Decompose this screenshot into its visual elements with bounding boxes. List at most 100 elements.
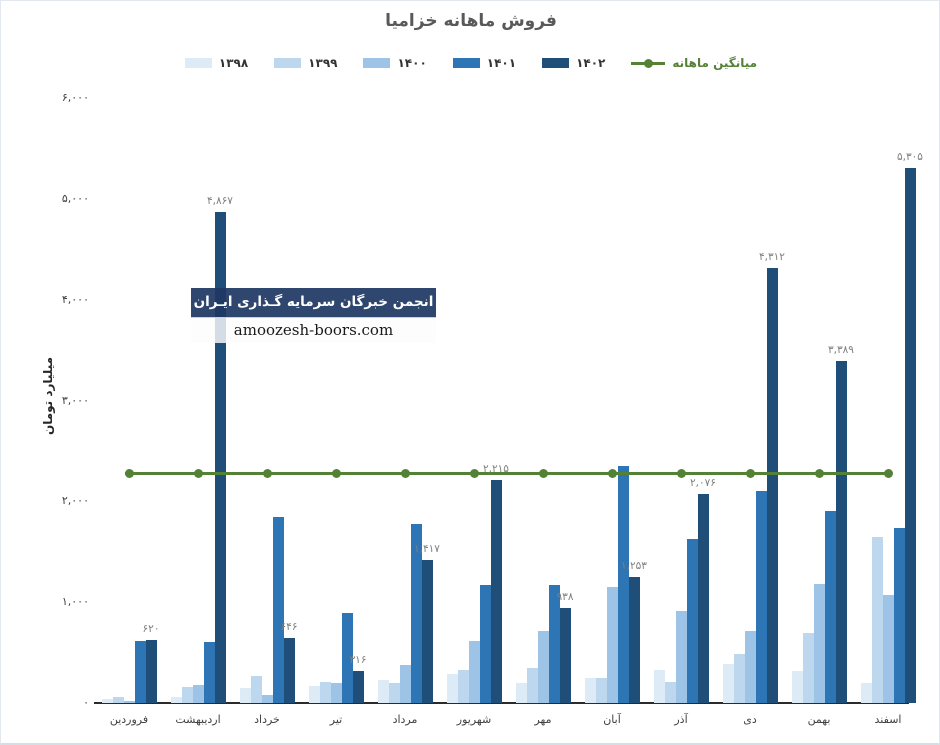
y-tick-label: ۱,۰۰۰ — [61, 595, 89, 609]
bar-۱۳۹۹-اردیبهشت — [181, 687, 193, 703]
bar-۱۴۰۱-اسفند — [893, 528, 905, 703]
bar-۱۳۹۹-مرداد — [388, 683, 400, 703]
y-tick-label: ۶,۰۰۰ — [61, 91, 89, 104]
data-label: ۳۱۶ — [349, 654, 367, 667]
x-category-label: خرداد — [254, 713, 280, 726]
bar-۱۴۰۰-مرداد — [399, 665, 411, 703]
data-label: ۵,۳۰۵ — [897, 151, 923, 164]
bar-۱۳۹۸-بهمن — [791, 671, 803, 703]
bar-۱۳۹۹-بهمن — [802, 633, 814, 703]
bar-۱۴۰۱-مرداد — [410, 524, 422, 703]
x-category-label: مرداد — [392, 713, 418, 726]
legend-item-label: ۱۴۰۲ — [576, 56, 606, 70]
data-label: ۳,۳۸۹ — [828, 344, 854, 357]
bar-۱۴۰۲-خرداد — [283, 638, 295, 703]
bar-۱۴۰۱-آبان — [617, 466, 629, 703]
watermark-website-text: amoozesh-boors.com — [191, 317, 436, 343]
bar-۱۳۹۹-اسفند — [871, 537, 883, 703]
bar-۱۴۰۰-اسفند — [882, 595, 894, 703]
bar-۱۴۰۰-آذر — [675, 611, 687, 703]
average-marker-icon — [644, 58, 654, 68]
bar-۱۴۰۲-دی — [766, 268, 778, 703]
bar-۱۳۹۹-دی — [733, 654, 745, 703]
watermark: انجمن خبرگان سرمایه گـذاری ایـران amooze… — [191, 288, 436, 343]
x-category-label: تیر — [329, 713, 343, 726]
bar-۱۴۰۰-اردیبهشت — [192, 685, 204, 703]
legend-average-label: میانگین ماهانه — [672, 56, 758, 70]
data-label: ۴,۳۱۲ — [759, 251, 785, 264]
x-category-label: اردیبهشت — [175, 713, 221, 726]
data-label: ۹۳۸ — [556, 591, 574, 604]
average-line-marker — [193, 468, 203, 478]
x-category-label: دی — [743, 713, 757, 726]
average-line-marker — [469, 468, 479, 478]
bar-۱۳۹۹-مهر — [526, 668, 538, 703]
legend-swatch-icon — [274, 58, 302, 68]
average-line-legend-icon — [631, 58, 666, 68]
legend-swatch-icon — [363, 58, 391, 68]
bar-۱۴۰۲-اردیبهشت — [214, 212, 226, 703]
x-category-label: آذر — [674, 713, 688, 726]
legend-swatch-icon — [542, 58, 570, 68]
average-line-marker — [676, 468, 686, 478]
bar-۱۴۰۲-آبان — [628, 577, 640, 703]
bar-۱۴۰۲-مهر — [559, 608, 571, 703]
data-label: ۶۲۰ — [142, 623, 160, 636]
legend-item-average: میانگین ماهانه — [631, 56, 757, 70]
bar-۱۳۹۹-تیر — [319, 682, 331, 703]
average-line — [125, 471, 892, 475]
bar-۱۳۹۸-اسفند — [860, 683, 872, 703]
bar-۱۴۰۲-بهمن — [835, 361, 847, 703]
x-axis-line — [94, 702, 909, 704]
legend-item-۱۳۹۸: ۱۳۹۸ — [184, 56, 248, 70]
bar-۱۳۹۹-آبان — [595, 678, 607, 703]
bar-۱۳۹۸-فروردین — [101, 699, 113, 703]
legend-item-۱۴۰۰: ۱۴۰۰ — [363, 56, 427, 70]
bar-۱۳۹۸-تیر — [308, 686, 320, 703]
bar-۱۳۹۸-آذر — [653, 670, 665, 703]
bar-۱۳۹۹-خرداد — [250, 676, 262, 703]
average-line-marker — [262, 468, 272, 478]
bar-۱۴۰۰-فروردین — [123, 701, 135, 703]
bar-۱۴۰۰-آبان — [606, 587, 618, 703]
bar-۱۴۰۱-تیر — [341, 613, 353, 703]
bar-۱۴۰۱-بهمن — [824, 511, 836, 703]
legend-item-label: ۱۴۰۰ — [397, 56, 427, 70]
x-category-label: مهر — [534, 713, 552, 726]
average-line-marker — [400, 468, 410, 478]
bar-۱۳۹۸-دی — [722, 664, 734, 703]
bar-۱۴۰۰-دی — [744, 631, 756, 703]
bar-۱۴۰۲-آذر — [697, 494, 709, 703]
y-axis-title: میلیارد تومان — [41, 356, 55, 436]
average-line-marker — [814, 468, 824, 478]
data-label: ۶۴۶ — [280, 620, 298, 633]
average-line-marker — [538, 468, 548, 478]
legend-item-۱۳۹۹: ۱۳۹۹ — [274, 56, 337, 70]
bar-۱۴۰۰-خرداد — [261, 695, 273, 703]
bar-۱۴۰۰-بهمن — [813, 584, 825, 703]
bar-۱۳۹۸-مهر — [515, 683, 527, 703]
data-label: ۴,۸۶۷ — [207, 195, 233, 208]
bar-۱۴۰۲-تیر — [352, 671, 364, 703]
x-category-label: فروردین — [109, 713, 149, 726]
average-line-marker — [883, 468, 893, 478]
bar-۱۳۹۹-شهریور — [457, 670, 469, 703]
average-line-marker — [331, 468, 341, 478]
average-line-marker — [745, 468, 755, 478]
bar-۱۴۰۱-مهر — [548, 585, 560, 703]
legend-item-۱۴۰۱: ۱۴۰۱ — [452, 56, 516, 70]
bar-۱۴۰۱-شهریور — [479, 585, 491, 703]
bar-۱۴۰۱-آذر — [686, 539, 698, 703]
bar-۱۴۰۰-مهر — [537, 631, 549, 703]
x-category-label: شهریور — [456, 713, 492, 726]
chart-title: فروش ماهانه خزامیا — [385, 11, 557, 31]
data-label: ۱,۲۵۳ — [621, 559, 647, 572]
average-line-marker — [607, 468, 617, 478]
data-label: ۲,۰۷۶ — [690, 476, 716, 489]
bar-۱۴۰۱-دی — [755, 491, 767, 703]
bar-۱۳۹۸-خرداد — [239, 688, 251, 703]
bar-۱۴۰۰-تیر — [330, 683, 342, 703]
bar-۱۴۰۲-فروردین — [145, 640, 157, 703]
legend-swatch-icon — [184, 58, 212, 68]
